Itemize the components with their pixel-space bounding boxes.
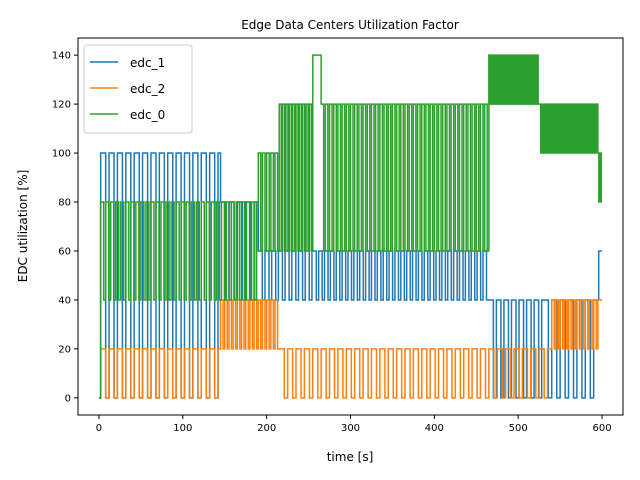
y-tick-label: 20 — [58, 344, 71, 355]
x-tick-label: 100 — [173, 423, 192, 434]
x-tick-label: 600 — [592, 423, 611, 434]
y-tick-label: 0 — [65, 393, 71, 404]
legend: edc_1 edc_2 edc_0 — [83, 44, 193, 134]
y-tick-label: 40 — [58, 295, 71, 306]
x-tick-label: 500 — [509, 423, 528, 434]
chart-title: Edge Data Centers Utilization Factor — [241, 18, 459, 32]
series-line-edc_2 — [98, 299, 603, 399]
x-tick-label: 300 — [341, 423, 360, 434]
legend-label-edc_2: edc_2 — [130, 82, 165, 96]
x-tick-label: 0 — [96, 423, 102, 434]
series-lines — [98, 54, 603, 399]
x-axis-ticks: 0 100 200 300 400 500 600 — [96, 415, 612, 434]
x-tick-label: 200 — [257, 423, 276, 434]
legend-label-edc_0: edc_0 — [130, 108, 165, 122]
x-axis-label: time [s] — [327, 450, 374, 464]
y-tick-label: 60 — [58, 246, 71, 257]
y-tick-label: 100 — [52, 149, 71, 160]
y-tick-label: 140 — [52, 51, 71, 62]
y-tick-label: 80 — [58, 198, 71, 209]
x-tick-label: 400 — [425, 423, 444, 434]
legend-box — [83, 44, 193, 134]
y-axis-ticks: 0 20 40 60 80 100 120 140 — [52, 51, 78, 404]
y-axis-label: EDC utilization [%] — [16, 170, 30, 283]
series-line-edc_0 — [98, 54, 603, 399]
y-tick-label: 120 — [52, 100, 71, 111]
legend-label-edc_1: edc_1 — [130, 56, 165, 70]
series-line-edc_1 — [98, 152, 603, 399]
